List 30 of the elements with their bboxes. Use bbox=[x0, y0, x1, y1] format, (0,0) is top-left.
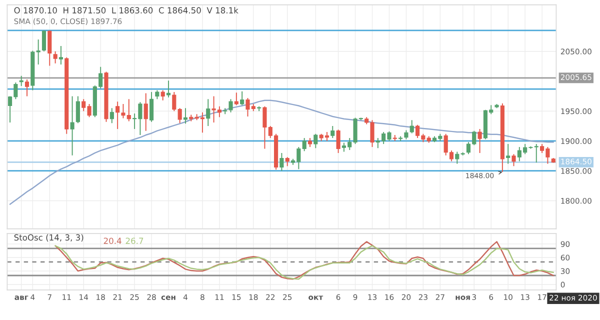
line-series bbox=[9, 100, 554, 205]
candlestick bbox=[330, 126, 335, 138]
candlestick bbox=[314, 133, 318, 149]
candlestick bbox=[336, 129, 340, 154]
candlestick bbox=[410, 120, 414, 134]
candlestick bbox=[166, 80, 171, 98]
candlestick bbox=[478, 128, 482, 154]
chart-title: O 1870.10 H 1871.50 L 1863.60 C 1864.50 V 18.1k bbox=[14, 7, 238, 14]
candlestick bbox=[76, 96, 80, 124]
candlestick bbox=[240, 90, 244, 106]
candlestick bbox=[144, 92, 148, 132]
annotation: 26.7 bbox=[126, 238, 144, 244]
chart-title: StoOsc (14, 3, 3) bbox=[14, 234, 84, 242]
candlestick bbox=[42, 30, 46, 52]
candlestick bbox=[70, 96, 74, 156]
candlestick bbox=[58, 46, 64, 66]
candlestick bbox=[206, 98, 210, 127]
candlestick bbox=[506, 143, 510, 164]
candlestick bbox=[183, 108, 188, 124]
candlestick bbox=[48, 30, 52, 66]
candlestick bbox=[24, 78, 30, 97]
annotation: 20.4 bbox=[104, 238, 122, 244]
candlestick bbox=[280, 152, 284, 172]
candlestick bbox=[160, 90, 165, 101]
candlestick bbox=[149, 92, 154, 122]
candlestick bbox=[116, 101, 120, 130]
candlestick bbox=[234, 92, 238, 106]
candlestick bbox=[512, 154, 516, 167]
candlestick bbox=[53, 50, 58, 64]
candlestick bbox=[110, 108, 114, 124]
